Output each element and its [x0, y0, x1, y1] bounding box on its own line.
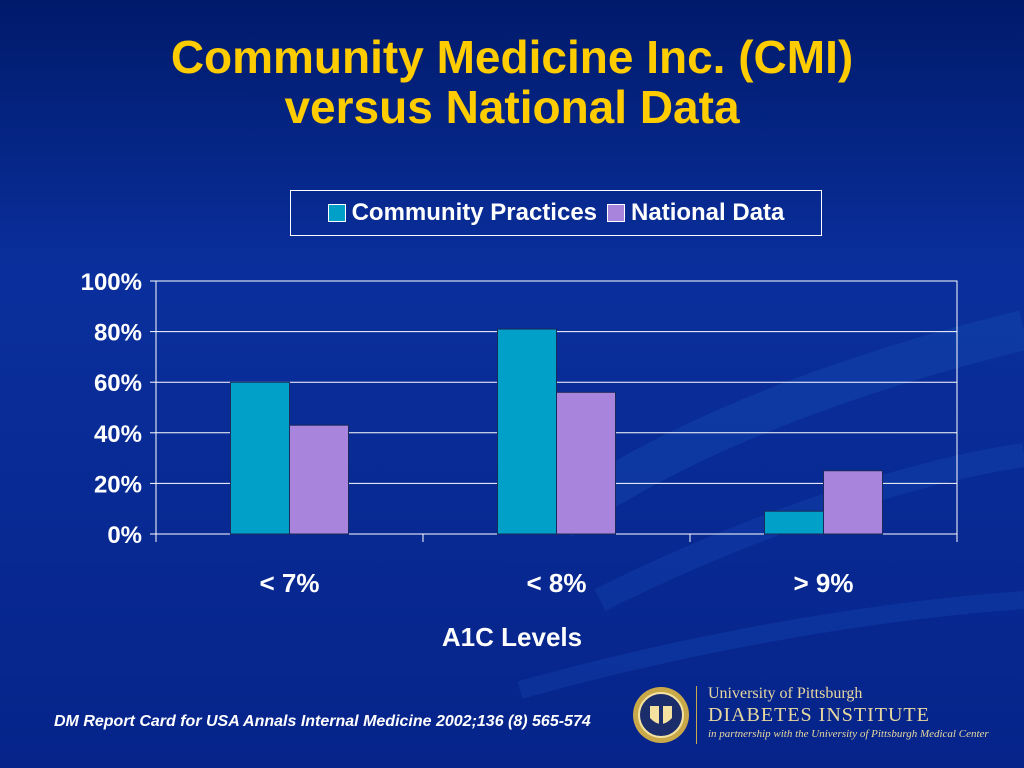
- y-tick-label: 40%: [94, 421, 142, 448]
- citation-text: DM Report Card for USA Annals Internal M…: [54, 713, 591, 730]
- bar-community: [764, 510, 824, 535]
- y-tick-label: 80%: [94, 320, 142, 347]
- bar-national: [823, 470, 883, 535]
- legend-item-community: Community Practices: [327, 199, 598, 227]
- x-tick-label: < 8%: [527, 568, 587, 598]
- y-tick-label: 20%: [94, 471, 142, 498]
- institute-name: DIABETES INSTITUTE: [708, 704, 930, 726]
- bar-community: [230, 381, 290, 535]
- bar-national: [289, 424, 349, 535]
- x-axis-title: A1C Levels: [441, 622, 583, 652]
- y-tick-label: 0%: [107, 522, 142, 549]
- x-tick-label: < 7%: [260, 568, 320, 598]
- legend-label-community: Community Practices: [351, 199, 598, 226]
- x-tick-label: > 9%: [794, 568, 854, 598]
- legend-swatch-community: [327, 204, 346, 222]
- chart-legend: Community Practices National Data: [290, 190, 822, 236]
- university-seal-icon: [633, 687, 689, 743]
- title-line-2: versus National Data: [284, 81, 740, 133]
- y-tick-label: 60%: [94, 370, 142, 397]
- y-tick-label: 100%: [81, 269, 142, 296]
- legend-label-national: National Data: [631, 199, 785, 226]
- university-name: University of Pittsburgh: [708, 685, 863, 702]
- bar-community: [497, 328, 557, 535]
- institute-tagline: in partnership with the University of Pi…: [708, 728, 989, 740]
- legend-item-national: National Data: [607, 199, 784, 227]
- bar-national: [556, 391, 616, 535]
- title-line-1: Community Medicine Inc. (CMI): [170, 31, 854, 83]
- institute-branding: University of Pittsburgh DIABETES INSTIT…: [708, 685, 989, 741]
- branding-divider: [696, 686, 697, 744]
- slide-title: Community Medicine Inc. (CMI) versus Nat…: [0, 32, 1024, 132]
- legend-swatch-national: [607, 204, 626, 222]
